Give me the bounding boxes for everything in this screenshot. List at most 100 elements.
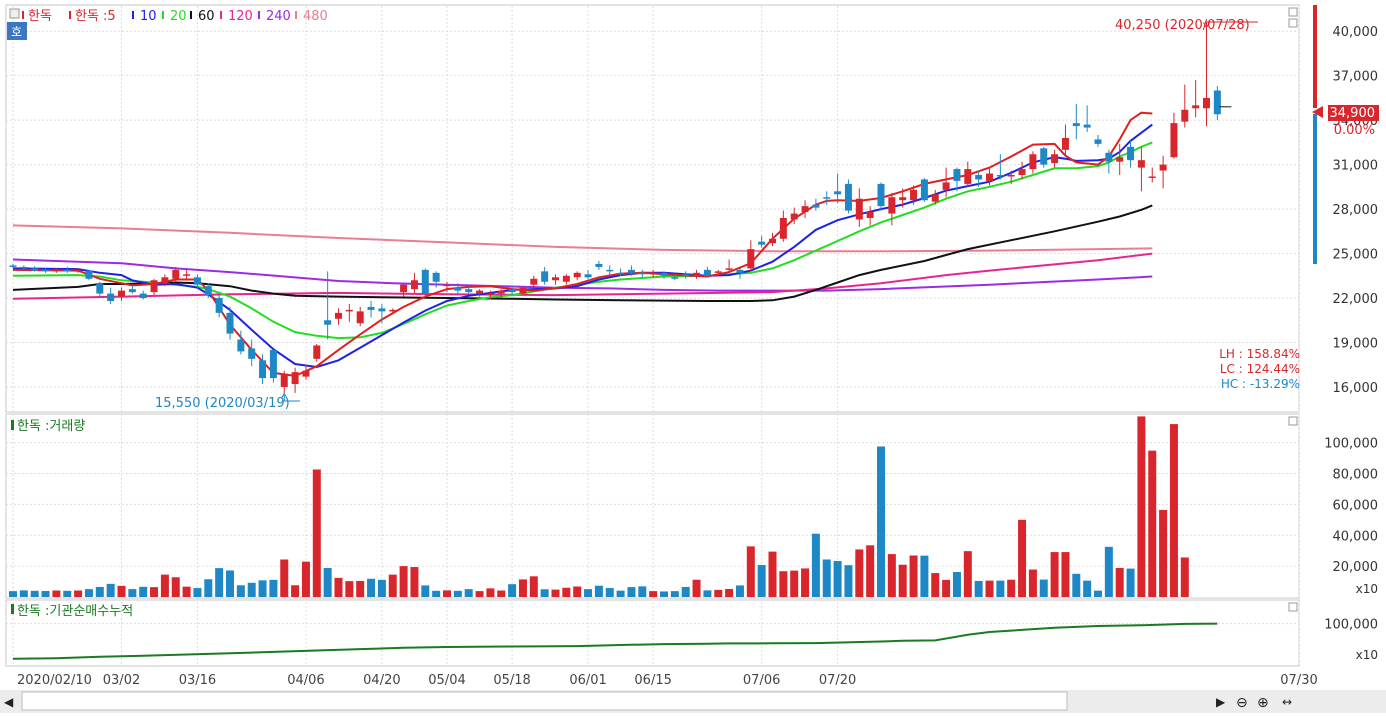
volume-bar	[345, 581, 354, 597]
side-button[interactable]	[7, 22, 27, 40]
ma120-line	[12, 252, 1153, 300]
candle-body	[280, 373, 288, 387]
price-range-bar-down	[1313, 114, 1317, 264]
ratio-lh: LH : 158.84%	[1219, 347, 1300, 361]
candle-body	[855, 198, 863, 220]
volume-bar	[117, 585, 126, 597]
low-marker-arrow-icon	[280, 392, 288, 399]
candle-body	[888, 197, 896, 214]
legend-checkbox[interactable]	[9, 8, 20, 19]
legend-ma120: 120	[228, 9, 253, 24]
volume-bar	[768, 551, 777, 597]
candle-body	[313, 345, 321, 359]
candle-body	[866, 212, 874, 218]
expand-button[interactable]: ↔	[1282, 695, 1292, 709]
volume-bar	[215, 568, 224, 597]
volume-bar	[714, 589, 723, 597]
legend-ma480: 480	[303, 9, 328, 24]
candle-body	[725, 268, 733, 270]
volume-bar	[811, 533, 820, 597]
volume-bar	[74, 590, 83, 597]
date-tick-label: 2020/02/10	[17, 673, 92, 688]
cumulative-panel[interactable]	[5, 599, 1300, 667]
candle-body	[20, 266, 28, 269]
volume-bar	[139, 586, 148, 597]
price-close-button[interactable]	[1288, 18, 1298, 28]
price-panel[interactable]	[5, 4, 1300, 413]
volume-bar	[540, 589, 549, 597]
candle-body	[107, 293, 115, 302]
volume-bar	[866, 545, 875, 597]
candle-body	[1083, 124, 1091, 128]
volume-bar	[453, 590, 462, 597]
candle-body	[682, 274, 690, 276]
volume-bar	[1083, 580, 1092, 597]
candle-body	[703, 269, 711, 276]
date-tick-label: 07/20	[819, 673, 856, 688]
candle-body	[595, 263, 603, 267]
candle-body	[1105, 152, 1113, 162]
high-label: 40,250 (2020/07/28)	[1115, 18, 1250, 33]
candle-body	[248, 348, 256, 359]
volume-minimize-button[interactable]	[1288, 416, 1298, 426]
volume-bar	[1050, 552, 1059, 597]
volume-bar	[1039, 579, 1048, 597]
price-tick-label: 40,000	[1333, 25, 1379, 40]
zoom-in-button[interactable]: ⊕	[1257, 695, 1269, 711]
scroll-right-button[interactable]: ▶	[1216, 695, 1226, 709]
volume-unit: x10	[1356, 582, 1378, 596]
volume-bar	[19, 590, 28, 597]
volume-bar	[486, 588, 495, 597]
candle-body	[410, 280, 418, 290]
candle-body	[910, 189, 918, 201]
candle-body	[758, 241, 766, 245]
price-tick-label: 19,000	[1333, 337, 1379, 352]
candle-body	[193, 277, 201, 285]
scroll-left-button[interactable]: ◀	[4, 695, 14, 709]
volume-bar	[779, 571, 788, 597]
volume-bar	[1180, 557, 1189, 597]
candle-body	[812, 204, 820, 208]
volume-title-swatch	[11, 420, 14, 430]
volume-bar	[594, 585, 603, 597]
candle-body	[671, 277, 679, 279]
candle-body	[823, 197, 831, 199]
volume-bar	[529, 576, 538, 597]
volume-bar	[1148, 450, 1157, 597]
price-tick-label: 16,000	[1333, 381, 1379, 396]
volume-bar	[9, 591, 17, 597]
volume-bar	[1018, 519, 1027, 597]
candle-body	[74, 270, 82, 272]
candle-body	[584, 274, 592, 278]
candle-body	[530, 278, 538, 285]
volume-bar	[150, 587, 159, 597]
volume-bar	[464, 589, 473, 597]
date-tick-label: 03/16	[179, 673, 216, 688]
volume-bar	[171, 577, 180, 597]
scrollbar-thumb[interactable]	[21, 691, 1068, 711]
volume-bar	[193, 588, 202, 597]
volume-bar	[844, 565, 853, 597]
volume-bar	[942, 579, 951, 597]
candle-body	[986, 173, 993, 181]
price-minimize-button[interactable]	[1288, 7, 1298, 17]
volume-bar	[280, 559, 289, 597]
candle-body	[1116, 157, 1124, 162]
volume-bar	[877, 446, 885, 597]
volume-bar	[627, 587, 636, 597]
cum-minimize-button[interactable]	[1288, 602, 1298, 612]
volume-panel[interactable]	[5, 413, 1300, 599]
volume-bar	[551, 589, 560, 597]
legend-ma240: 240	[266, 9, 291, 24]
volume-bar	[996, 580, 1005, 597]
zoom-out-button[interactable]: ⊖	[1236, 695, 1248, 711]
legend-swatch-stock	[22, 11, 24, 19]
cum-line	[12, 622, 1218, 660]
volume-bar	[757, 565, 766, 597]
volume-bar	[106, 583, 115, 597]
change-percent: 0.00%	[1334, 123, 1375, 138]
volume-bar	[95, 586, 104, 597]
volume-bar	[518, 579, 527, 597]
volume-tick-label: 60,000	[1333, 498, 1379, 513]
